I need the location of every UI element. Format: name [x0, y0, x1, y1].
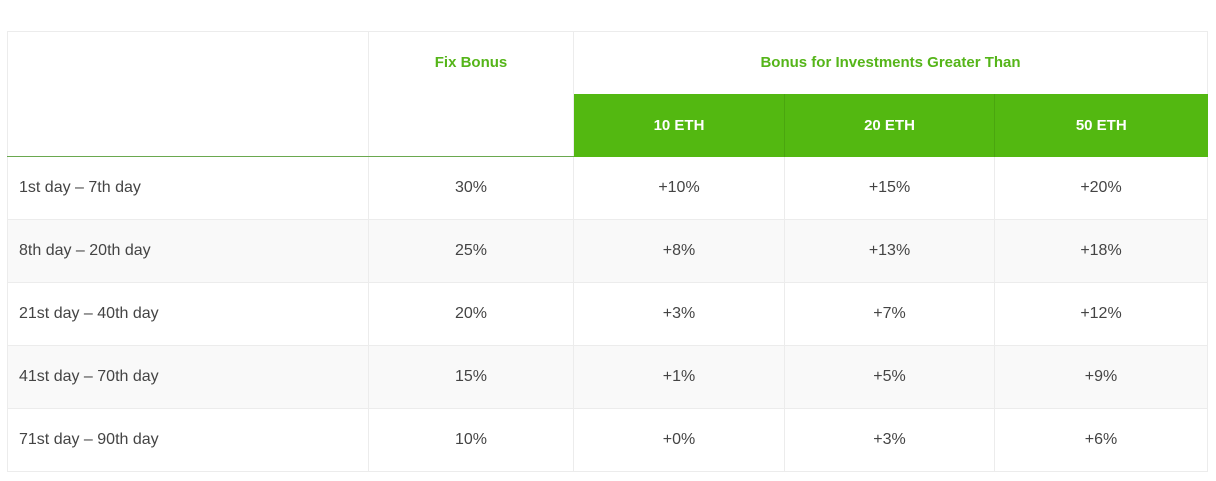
tier-10-eth-cell: +1%	[573, 345, 785, 409]
tier-50-eth-cell: +9%	[994, 345, 1209, 409]
fix-bonus-cell: 20%	[368, 282, 574, 346]
fix-bonus-cell: 30%	[368, 156, 574, 220]
period-cell: 21st day – 40th day	[7, 282, 369, 346]
table-header: Fix Bonus Bonus for Investments Greater …	[7, 31, 1209, 157]
table-row: 71st day – 90th day 10% +0% +3% +6%	[7, 408, 1209, 472]
header-row-top: Fix Bonus Bonus for Investments Greater …	[7, 31, 1209, 157]
tier-50-eth-cell: +20%	[994, 156, 1209, 220]
tier-20-eth-cell: +7%	[784, 282, 995, 346]
period-cell: 8th day – 20th day	[7, 219, 369, 283]
table-row: 8th day – 20th day 25% +8% +13% +18%	[7, 219, 1209, 283]
bonus-table: Fix Bonus Bonus for Investments Greater …	[7, 31, 1209, 472]
tier-50-eth-cell: +18%	[994, 219, 1209, 283]
fix-bonus-cell: 15%	[368, 345, 574, 409]
tier-20-eth-cell: +13%	[784, 219, 995, 283]
fix-bonus-cell: 25%	[368, 219, 574, 283]
tier-20-eth-cell: +15%	[784, 156, 995, 220]
tier-10-eth-cell: +8%	[573, 219, 785, 283]
table-row: 41st day – 70th day 15% +1% +5% +9%	[7, 345, 1209, 409]
fix-bonus-cell: 10%	[368, 408, 574, 472]
tier-10-eth-cell: +10%	[573, 156, 785, 220]
tier-50-eth-cell: +12%	[994, 282, 1209, 346]
period-cell: 41st day – 70th day	[7, 345, 369, 409]
tier-20-eth-cell: +3%	[784, 408, 995, 472]
header-tier-20-eth: 20 ETH	[784, 93, 995, 157]
table-row: 21st day – 40th day 20% +3% +7% +12%	[7, 282, 1209, 346]
tier-10-eth-cell: +0%	[573, 408, 785, 472]
header-fix-bonus: Fix Bonus	[368, 31, 574, 157]
header-tier-10-eth: 10 ETH	[573, 93, 785, 157]
period-cell: 1st day – 7th day	[7, 156, 369, 220]
period-cell: 71st day – 90th day	[7, 408, 369, 472]
tier-10-eth-cell: +3%	[573, 282, 785, 346]
table-row: 1st day – 7th day 30% +10% +15% +20%	[7, 156, 1209, 220]
tier-20-eth-cell: +5%	[784, 345, 995, 409]
header-row-tiers: 10 ETH 20 ETH 50 ETH	[8, 93, 1208, 157]
table-body: 1st day – 7th day 30% +10% +15% +20% 8th…	[7, 156, 1209, 472]
tier-50-eth-cell: +6%	[994, 408, 1209, 472]
header-tier-50-eth: 50 ETH	[993, 93, 1208, 157]
header-period-cell	[7, 31, 369, 157]
header-bonus-group: Bonus for Investments Greater Than	[573, 31, 1209, 94]
